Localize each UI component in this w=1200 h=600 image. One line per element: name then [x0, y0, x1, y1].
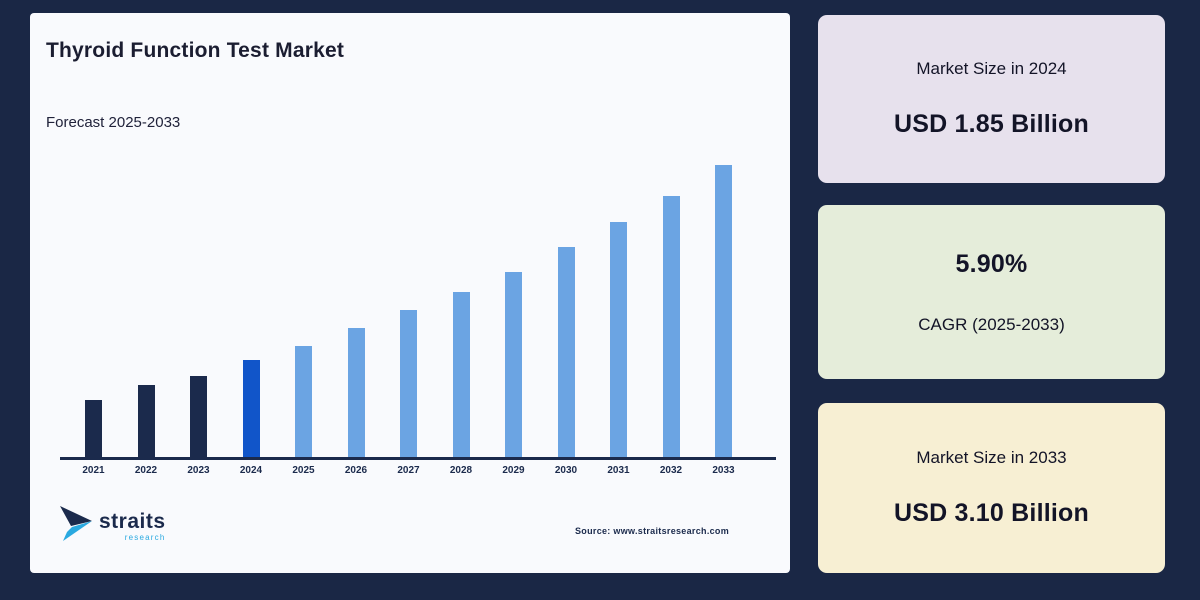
bar-year-label-2028: 2028 — [449, 465, 473, 476]
stat-label: Market Size in 2033 — [916, 448, 1067, 467]
bar-2032 — [662, 196, 680, 457]
bar-year-label-2025: 2025 — [292, 465, 315, 476]
stat-label: Market Size in 2024 — [916, 59, 1067, 78]
bar-2023 — [190, 376, 207, 457]
stat-label: CAGR (2025-2033) — [918, 314, 1065, 334]
bar-2028 — [452, 292, 470, 457]
stat-card-cagr: 5.90% CAGR (2025-2033) — [818, 205, 1165, 379]
source-text: Source: www.straitsresearch.com — [575, 526, 730, 536]
bar-2026 — [347, 328, 365, 457]
bar-year-label-2026: 2026 — [344, 465, 368, 476]
x-axis-line — [60, 457, 776, 460]
stat-value: 5.90% — [955, 249, 1028, 278]
stat-card-market-size-2033: Market Size in 2033 USD 3.10 Billion — [818, 403, 1165, 573]
stat-value: USD 1.85 Billion — [894, 110, 1089, 138]
bar-year-label-2033: 2033 — [712, 465, 735, 476]
straits-research-logo: straits research — [58, 503, 166, 550]
stat-cards-column: Market Size in 2024 USD 1.85 Billion 5.9… — [818, 0, 1165, 600]
bar-year-label-2032: 2032 — [659, 465, 683, 476]
bar-year-label-2023: 2023 — [187, 465, 210, 476]
bar-year-label-2024: 2024 — [239, 465, 263, 476]
bar-2030 — [557, 247, 575, 457]
bar-2031 — [610, 222, 627, 457]
bar-2025 — [295, 346, 312, 457]
bar-year-label-2021: 2021 — [82, 465, 105, 476]
bar-year-label-2030: 2030 — [554, 465, 578, 476]
bar-2022 — [137, 385, 155, 457]
bar-year-label-2027: 2027 — [397, 465, 420, 476]
bar-2027 — [400, 310, 417, 457]
bar-chart: 2021 2022 2023 2024 2025 2026 2027 2028 2029 2030… — [30, 13, 790, 573]
bar-year-label-2031: 2031 — [607, 465, 630, 476]
page-title: Thyroid Function Test Market — [46, 39, 345, 62]
chart-card: Thyroid Function Test Market Forecast 20… — [30, 13, 790, 573]
logo-text: straits research — [99, 511, 166, 542]
chart-subtitle: Forecast 2025-2033 — [46, 114, 181, 131]
logo-arrow-icon — [58, 503, 94, 550]
logo-subtitle: research — [124, 533, 166, 542]
bar-year-label-2022: 2022 — [134, 465, 158, 476]
bar-2029 — [505, 272, 522, 457]
stat-value: USD 3.10 Billion — [894, 499, 1089, 527]
logo-name: straits — [99, 510, 166, 533]
bar-year-label-2029: 2029 — [502, 465, 525, 476]
bar-2024 — [242, 360, 260, 457]
bar-2021 — [85, 400, 102, 457]
bar-2033 — [715, 165, 732, 457]
stat-card-market-size-2024: Market Size in 2024 USD 1.85 Billion — [818, 15, 1165, 183]
